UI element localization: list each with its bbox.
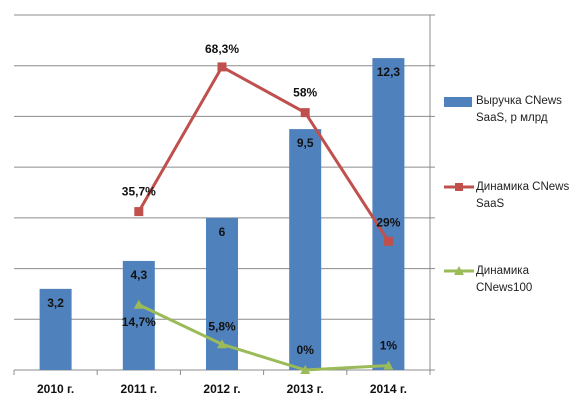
- point-cnews100: [383, 360, 394, 370]
- x-tick-label: 2011 г.: [121, 382, 158, 396]
- bar-revenue: [289, 129, 322, 370]
- legend-label-cnews-saas: Динамика CNews SaaS: [476, 181, 570, 210]
- bar-revenue: [39, 288, 72, 370]
- line-data-label: 29%: [376, 215, 400, 229]
- line-data-label: 68,3%: [205, 42, 239, 56]
- point-cnews100: [217, 339, 227, 349]
- x-tick-label: 2012 г.: [203, 382, 240, 396]
- line-data-label: 1%: [380, 339, 398, 353]
- legend-swatch-revenue-icon: [444, 97, 472, 107]
- bar-data-label: 9,5: [297, 136, 314, 150]
- line-cnews100: [138, 303, 389, 372]
- x-tick-label: 2014 г.: [370, 382, 407, 396]
- bar-revenue: [372, 58, 405, 370]
- chart-legend: Выручка CNews SaaS, р млрд Динамика CNew…: [440, 0, 577, 404]
- point-cnews100: [133, 299, 144, 309]
- x-tick-label: 2010 г.: [37, 382, 74, 396]
- legend-swatch-cnews-saas-icon: [444, 183, 474, 191]
- line-data-label: 58%: [293, 86, 317, 100]
- line-data-label: 0%: [297, 343, 315, 357]
- point-cnews-saas: [300, 108, 310, 118]
- bar-revenue: [122, 260, 155, 370]
- legend-label-revenue: Выручка CNews SaaS, р млрд: [476, 95, 562, 124]
- bar-data-label: 4,3: [130, 268, 147, 282]
- legend-label-cnews100: Динамика CNews100: [476, 265, 533, 294]
- bar-data-label: 12,3: [377, 65, 401, 79]
- point-cnews100: [300, 365, 311, 374]
- legend-swatch-cnews100-icon: [444, 266, 474, 275]
- line-cnews-saas: [137, 64, 390, 243]
- point-cnews-saas: [134, 207, 144, 217]
- line-data-label: 35,7%: [122, 185, 156, 199]
- bar-data-label: 3,2: [47, 296, 64, 310]
- x-tick-label: 2013 г.: [287, 382, 324, 396]
- point-cnews-saas: [217, 62, 227, 72]
- line-data-label: 14,7%: [122, 315, 156, 329]
- point-cnews-saas: [383, 236, 393, 246]
- line-data-label: 5,8%: [208, 319, 236, 333]
- bar-data-label: 6: [219, 225, 226, 239]
